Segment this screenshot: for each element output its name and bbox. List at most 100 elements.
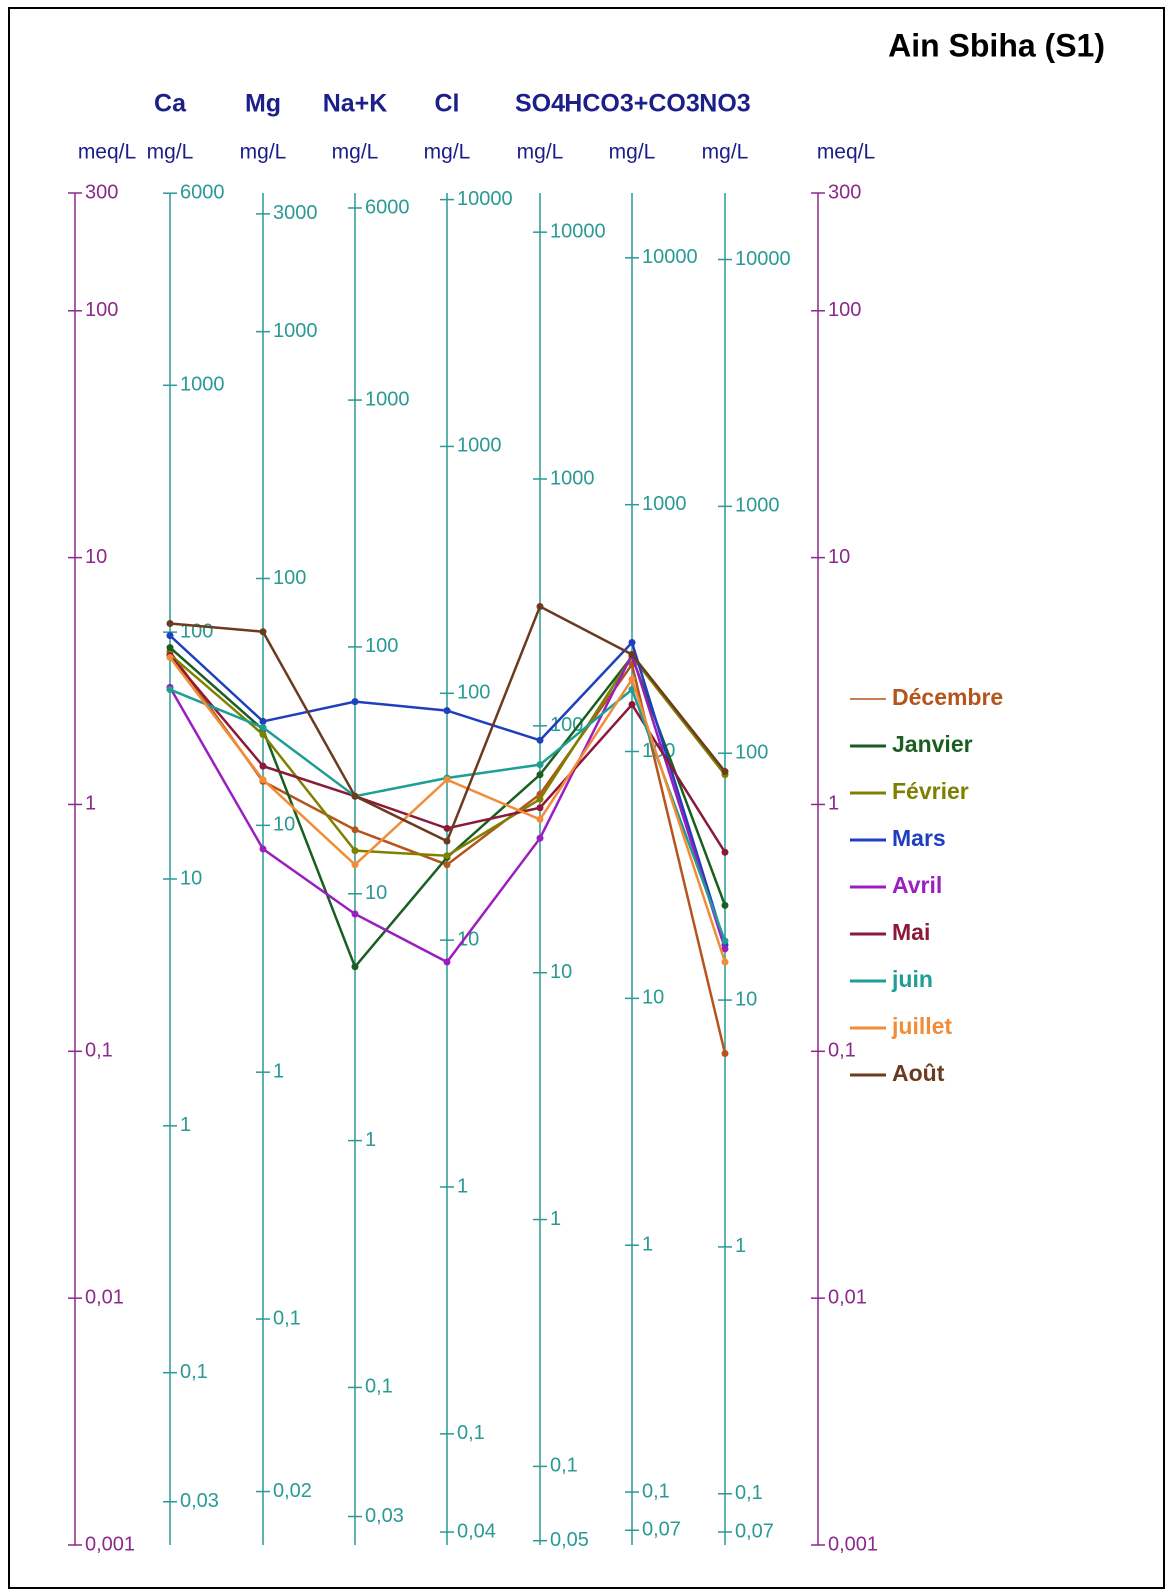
tick-label: 0,001 (828, 1533, 878, 1555)
data-point (443, 861, 451, 869)
parameter-name: NO3 (699, 90, 750, 118)
data-point (351, 826, 359, 834)
tick-label: 10000 (642, 246, 698, 268)
tick-label: 300 (828, 181, 861, 203)
tick-label: 10000 (735, 248, 791, 270)
tick-label: 100 (365, 635, 398, 657)
tick-label: 300 (85, 181, 118, 203)
data-point (166, 644, 174, 652)
data-point (351, 792, 359, 800)
tick-label: 10 (273, 814, 295, 836)
data-point (628, 701, 636, 709)
tick-label: 0,07 (642, 1519, 681, 1541)
data-point (443, 852, 451, 860)
data-point (351, 847, 359, 855)
tick-label: 0,1 (735, 1482, 763, 1504)
tick-label: 1000 (457, 435, 502, 457)
parameter-unit: mg/L (332, 141, 379, 164)
data-point (721, 901, 729, 909)
tick-label: 100 (273, 567, 306, 589)
tick-label: 1000 (273, 320, 318, 342)
parameter-unit: mg/L (240, 141, 287, 164)
data-point (536, 804, 544, 812)
data-point (536, 761, 544, 769)
tick-label: 1 (550, 1208, 561, 1230)
tick-label: 6000 (180, 181, 225, 203)
data-point (259, 776, 267, 784)
data-point (351, 861, 359, 869)
chart-title: Ain Sbiha (S1) (888, 27, 1105, 63)
data-point (628, 639, 636, 647)
data-point (628, 675, 636, 683)
legend-label: Mars (892, 825, 946, 851)
parameter-unit: mg/L (702, 141, 749, 164)
data-point (536, 795, 544, 803)
tick-label: 1 (365, 1129, 376, 1151)
tick-label: 100 (457, 682, 490, 704)
tick-label: 1 (85, 793, 96, 815)
parameter-name: HCO3+CO3 (564, 90, 699, 118)
legend-label: Mai (892, 919, 930, 945)
data-point (259, 762, 267, 770)
legend-label: Avril (892, 872, 942, 898)
tick-label: 6000 (365, 196, 410, 218)
data-point (166, 619, 174, 627)
tick-label: 10 (457, 928, 479, 950)
tick-label: 0,1 (828, 1040, 856, 1062)
tick-label: 0,1 (550, 1455, 578, 1477)
data-point (628, 651, 636, 659)
tick-label: 3000 (273, 202, 318, 224)
tick-label: 0,1 (457, 1422, 485, 1444)
tick-label: 0,001 (85, 1533, 135, 1555)
data-point (721, 945, 729, 953)
tick-label: 1000 (365, 388, 410, 410)
tick-label: 0,01 (85, 1286, 124, 1308)
legend-label: Janvier (892, 731, 973, 757)
data-point (721, 1049, 729, 1057)
data-point (443, 707, 451, 715)
data-point (536, 771, 544, 779)
frame (8, 7, 1165, 1589)
tick-label: 0,1 (365, 1376, 393, 1398)
tick-label: 10 (85, 546, 107, 568)
legend-label: Août (892, 1060, 945, 1086)
tick-label: 10 (180, 867, 202, 889)
data-point (721, 958, 729, 966)
tick-label: 1000 (642, 493, 687, 515)
data-point (721, 937, 729, 945)
data-point (443, 837, 451, 845)
tick-label: 10 (365, 882, 387, 904)
meq-unit: meq/L (817, 141, 875, 164)
tick-label: 1000 (735, 495, 780, 517)
data-point (536, 602, 544, 610)
tick-label: 100 (828, 299, 861, 321)
tick-label: 1000 (180, 374, 225, 396)
tick-label: 1000 (550, 467, 595, 489)
parameter-name: SO4 (515, 90, 565, 118)
parameter-name: Na+K (323, 90, 388, 118)
tick-label: 1 (642, 1233, 653, 1255)
legend-label: Février (892, 778, 969, 804)
data-point (166, 632, 174, 640)
parameter-unit: mg/L (517, 141, 564, 164)
data-point (351, 963, 359, 971)
tick-label: 0,07 (735, 1520, 774, 1542)
data-point (259, 845, 267, 853)
tick-label: 10 (642, 987, 664, 1009)
data-point (166, 686, 174, 694)
tick-label: 100 (85, 299, 118, 321)
parameter-unit: mg/L (424, 141, 471, 164)
tick-label: 1 (180, 1114, 191, 1136)
legend-label: juillet (891, 1013, 952, 1039)
tick-label: 0,1 (85, 1040, 113, 1062)
tick-label: 0,03 (365, 1505, 404, 1527)
legend-label: juin (891, 966, 933, 992)
tick-label: 0,04 (457, 1520, 496, 1542)
tick-label: 0,02 (273, 1480, 312, 1502)
data-point (721, 848, 729, 856)
parameter-name: Cl (435, 90, 460, 118)
tick-label: 0,1 (273, 1307, 301, 1329)
data-point (259, 724, 267, 732)
tick-label: 10 (550, 961, 572, 983)
